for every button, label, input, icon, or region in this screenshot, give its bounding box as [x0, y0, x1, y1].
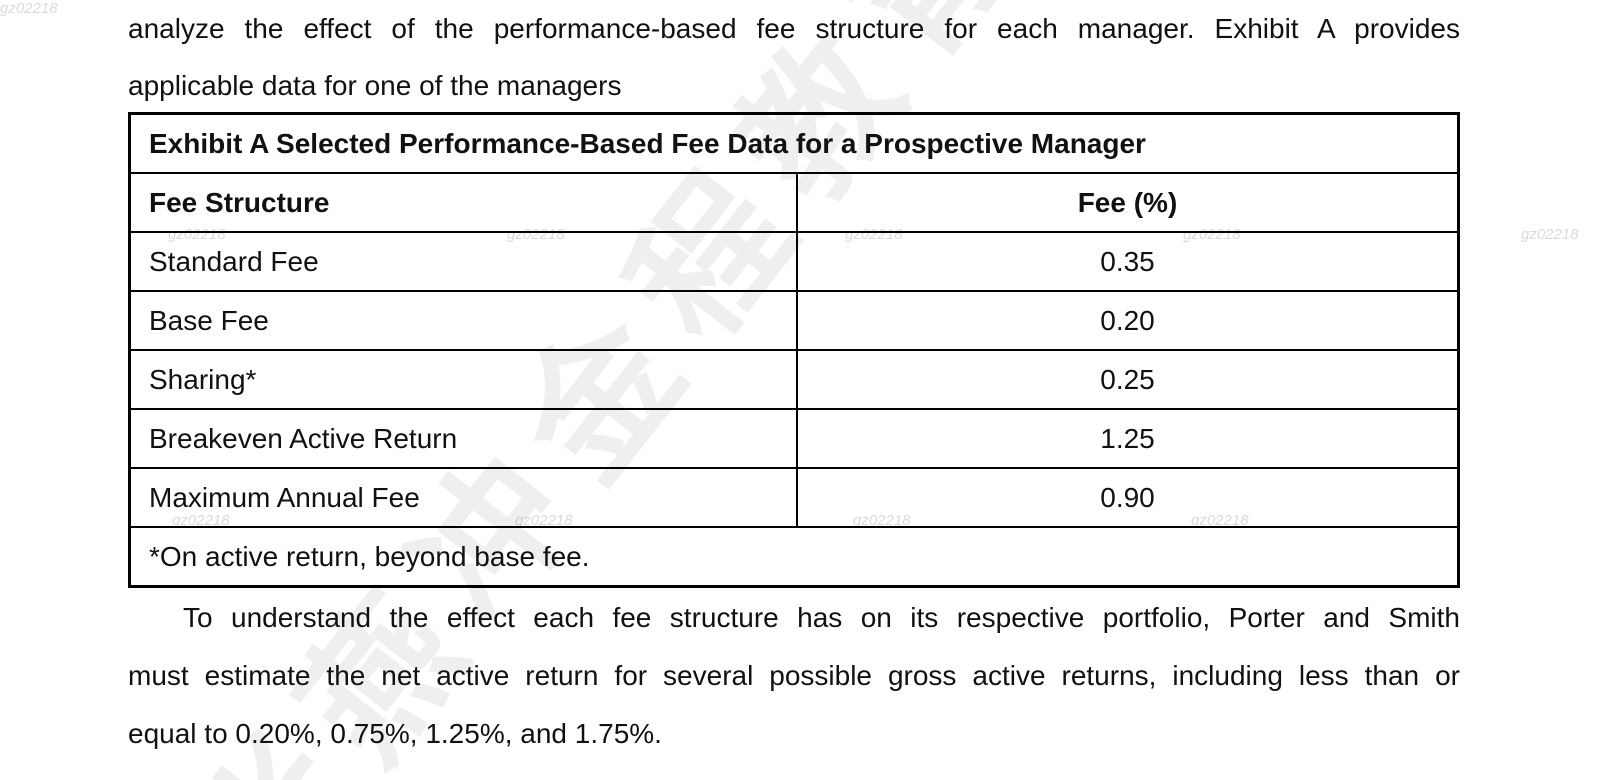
- row-value: 1.25: [796, 410, 1457, 467]
- intro-paragraph: analyze the effect of the performance-ba…: [128, 0, 1460, 114]
- row-label: Maximum Annual Fee: [149, 481, 420, 513]
- row-label: Base Fee: [149, 304, 269, 336]
- table-row: Sharing* 0.25: [131, 349, 1457, 408]
- exhibit-a-table: Exhibit A Selected Performance-Based Fee…: [128, 112, 1460, 588]
- column-header-fee-structure: Fee Structure: [149, 186, 330, 218]
- row-label: Breakeven Active Return: [149, 422, 458, 454]
- body-line-3: equal to 0.20%, 0.75%, 1.25%, and 1.75%.: [128, 718, 662, 749]
- table-title: Exhibit A Selected Performance-Based Fee…: [149, 127, 1146, 159]
- table-row: Base Fee 0.20: [131, 290, 1457, 349]
- table-row: Maximum Annual Fee 0.90: [131, 467, 1457, 526]
- body-line-1: To understand the effect each fee struct…: [183, 602, 1460, 633]
- intro-line-2: applicable data for one of the managers: [128, 70, 622, 101]
- table-footnote: *On active return, beyond base fee.: [131, 526, 1457, 585]
- table-row: Breakeven Active Return 1.25: [131, 408, 1457, 467]
- row-value: 0.35: [796, 233, 1457, 290]
- row-value: 0.20: [796, 292, 1457, 349]
- row-label: Sharing*: [149, 363, 257, 395]
- column-header-fee-percent: Fee (%): [796, 174, 1457, 231]
- body-paragraph: To understand the effect each fee struct…: [128, 589, 1460, 763]
- intro-line-1: analyze the effect of the performance-ba…: [128, 13, 1460, 44]
- row-value: 0.90: [796, 469, 1457, 526]
- row-value: 0.25: [796, 351, 1457, 408]
- row-label: Standard Fee: [149, 245, 319, 277]
- body-line-2: must estimate the net active return for …: [128, 660, 1460, 691]
- table-row: Standard Fee 0.35: [131, 231, 1457, 290]
- table-header-row: Fee Structure Fee (%): [131, 172, 1457, 231]
